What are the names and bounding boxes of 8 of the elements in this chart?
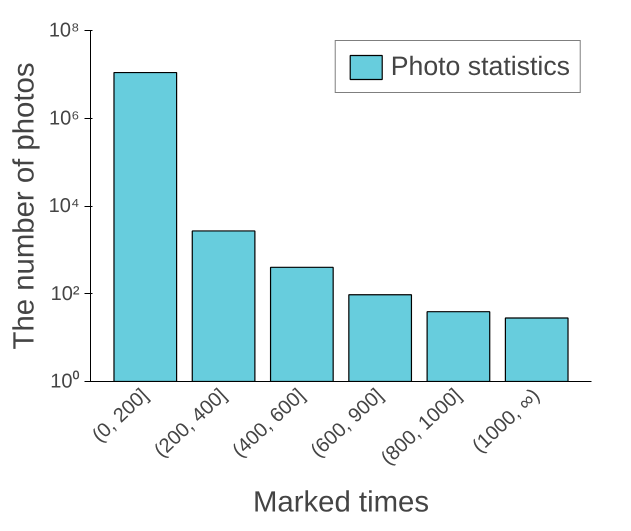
- y-tick-label: 10⁸: [48, 20, 80, 42]
- y-tick-label: 10⁶: [49, 107, 80, 130]
- legend-label: Photo statistics: [390, 51, 570, 82]
- y-tick-label: 10²: [50, 282, 80, 305]
- y-tick-label: 10⁰: [50, 370, 80, 392]
- y-axis-title: The number of photos: [8, 62, 41, 350]
- y-tick-label: 10⁴: [48, 195, 80, 217]
- x-axis-title: Marked times: [252, 486, 430, 519]
